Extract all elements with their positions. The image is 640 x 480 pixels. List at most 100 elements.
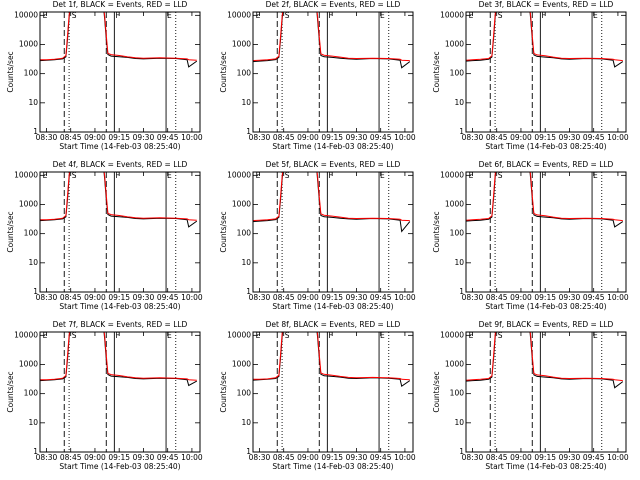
x-tick-label: 09:00 [84, 293, 106, 302]
data-lines [466, 12, 624, 68]
event-label: S [285, 331, 290, 340]
x-tick-label: 09:45 [157, 133, 179, 142]
event-label: E [380, 331, 385, 340]
x-tick-label: 09:30 [133, 133, 155, 142]
x-tick-label: 08:30 [36, 453, 58, 462]
event-label: F [115, 331, 119, 340]
data-lines [253, 12, 411, 69]
event-label: S [285, 11, 290, 20]
x-tick-label: 09:30 [133, 293, 155, 302]
panel: Det 4f, BLACK = Events, RED = LLD Start T… [6, 160, 203, 311]
data-lines [466, 172, 624, 228]
y-tick-label: 1000 [19, 359, 38, 368]
x-tick-label: 09:15 [108, 133, 130, 142]
x-tick-label: 09:30 [559, 453, 581, 462]
x-tick-label: 08:45 [486, 133, 508, 142]
x-tick-label: 08:30 [462, 293, 484, 302]
x-tick-label: 08:30 [249, 293, 271, 302]
y-tick-label: 100 [24, 389, 39, 398]
y-tick-label: 10 [241, 98, 251, 107]
panel-title: Det 3f, BLACK = Events, RED = LLD [479, 0, 614, 9]
series-line [466, 172, 623, 222]
y-tick-label: 1000 [232, 199, 251, 208]
y-tick-label: 100 [450, 389, 465, 398]
event-label: S [72, 11, 77, 20]
x-tick-label: 09:00 [84, 453, 106, 462]
data-lines [466, 332, 624, 389]
x-tick-label: 09:15 [534, 133, 556, 142]
panel-title: Det 7f, BLACK = Events, RED = LLD [53, 320, 188, 329]
panel-title: Det 1f, BLACK = Events, RED = LLD [53, 0, 188, 9]
plot-frame [465, 171, 627, 293]
plot-frame [252, 331, 414, 453]
event-label: E [593, 171, 598, 180]
x-tick-label: 09:00 [510, 133, 532, 142]
event-label: E [256, 331, 261, 340]
y-tick-label: 100 [450, 69, 465, 78]
event-label: F [541, 11, 545, 20]
series-line [253, 172, 410, 222]
series-line [40, 172, 197, 221]
y-tick-label: 1 [459, 127, 464, 136]
x-tick-label: 08:45 [486, 453, 508, 462]
series-line [40, 332, 197, 381]
y-tick-label: 1 [459, 447, 464, 456]
panel-title: Det 8f, BLACK = Events, RED = LLD [266, 320, 401, 329]
plot-frame [465, 11, 627, 133]
y-tick-label: 1000 [232, 39, 251, 48]
plot-frame [252, 11, 414, 133]
panel-title: Det 5f, BLACK = Events, RED = LLD [266, 160, 401, 169]
x-tick-label: 09:15 [321, 133, 343, 142]
x-tick-label: 08:45 [486, 293, 508, 302]
x-tick-label: 08:30 [462, 133, 484, 142]
x-tick-label: 09:15 [534, 453, 556, 462]
x-tick-label: 08:30 [249, 133, 271, 142]
x-tick-label: 09:00 [297, 133, 319, 142]
x-tick-label: 09:15 [321, 293, 343, 302]
event-label: E [593, 11, 598, 20]
event-label: S [498, 331, 503, 340]
event-label: S [72, 331, 77, 340]
x-tick-label: 10:00 [181, 293, 203, 302]
panel: Det 2f, BLACK = Events, RED = LLD Start T… [219, 0, 416, 151]
panel: Det 5f, BLACK = Events, RED = LLD Start T… [219, 160, 416, 311]
y-tick-label: 1000 [19, 39, 38, 48]
panel-title: Det 9f, BLACK = Events, RED = LLD [479, 320, 614, 329]
panel: Det 8f, BLACK = Events, RED = LLD Start T… [219, 320, 416, 471]
event-label: F [541, 331, 545, 340]
x-tick-label: 10:00 [181, 133, 203, 142]
y-axis-label: Counts/sec [219, 371, 228, 412]
y-tick-label: 100 [450, 229, 465, 238]
event-label: E [43, 11, 48, 20]
y-axis-label: Counts/sec [432, 371, 441, 412]
y-tick-label: 10000 [14, 10, 38, 19]
y-tick-label: 10000 [440, 170, 464, 179]
plot-frame [39, 331, 201, 453]
y-tick-label: 1000 [445, 199, 464, 208]
y-tick-label: 100 [24, 229, 39, 238]
y-tick-label: 10000 [227, 10, 251, 19]
x-tick-label: 09:30 [346, 453, 368, 462]
y-axis-label: Counts/sec [6, 371, 15, 412]
y-tick-label: 10 [241, 258, 251, 267]
panel-title: Det 4f, BLACK = Events, RED = LLD [53, 160, 188, 169]
y-tick-label: 10000 [227, 330, 251, 339]
x-tick-label: 09:15 [534, 293, 556, 302]
y-axis-label: Counts/sec [6, 51, 15, 92]
x-tick-label: 08:45 [273, 453, 295, 462]
x-tick-label: 08:45 [60, 453, 82, 462]
x-tick-label: 08:30 [36, 133, 58, 142]
data-lines [253, 332, 411, 388]
series-line [253, 332, 410, 381]
event-label: E [593, 331, 598, 340]
x-tick-label: 10:00 [181, 453, 203, 462]
y-axis-label: Counts/sec [6, 211, 15, 252]
x-tick-label: 10:00 [394, 133, 416, 142]
x-tick-label: 09:30 [346, 293, 368, 302]
y-tick-label: 10000 [227, 170, 251, 179]
event-label: S [72, 171, 77, 180]
y-tick-label: 100 [237, 69, 252, 78]
x-tick-label: 08:30 [249, 453, 271, 462]
x-tick-label: 09:30 [559, 133, 581, 142]
